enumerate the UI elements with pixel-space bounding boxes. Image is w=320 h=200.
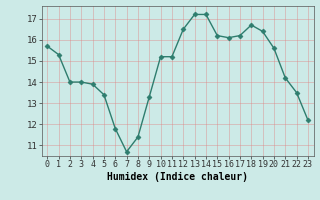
X-axis label: Humidex (Indice chaleur): Humidex (Indice chaleur): [107, 172, 248, 182]
